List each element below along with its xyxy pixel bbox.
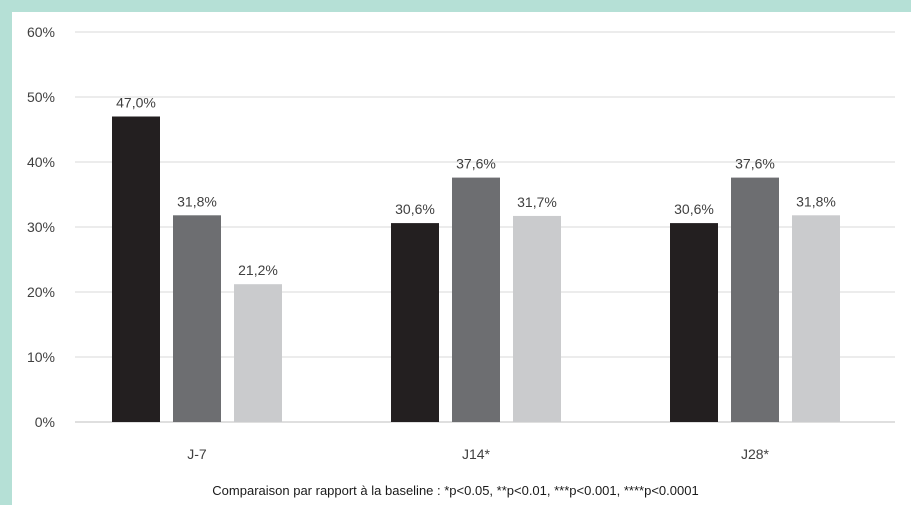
bar-chart: 0% 10% 20% 30% 40% 50% 60% 47,0% 31,8% 21,2% J-7 30… <box>27 24 895 462</box>
y-tick-label: 60% <box>27 24 55 40</box>
y-tick-label: 30% <box>27 219 55 235</box>
bar-value-label: 31,8% <box>796 193 836 209</box>
x-category-label: J14* <box>462 446 491 462</box>
x-category-label: J-7 <box>187 446 207 462</box>
bar-value-label: 37,6% <box>456 156 496 172</box>
bar <box>670 223 718 422</box>
bar <box>173 215 221 422</box>
x-category-label: J28* <box>741 446 770 462</box>
bar <box>731 177 779 422</box>
y-tick-label: 50% <box>27 89 55 105</box>
bar-value-label: 31,7% <box>517 194 557 210</box>
significance-footnote: Comparaison par rapport à la baseline : … <box>212 483 699 498</box>
bar <box>513 215 561 422</box>
bar-value-label: 30,6% <box>395 201 435 217</box>
bar <box>391 223 439 422</box>
bar-value-label: 21,2% <box>238 262 278 278</box>
bar-value-label: 31,8% <box>177 193 217 209</box>
bar-value-label: 47,0% <box>116 95 156 111</box>
bar-value-label: 37,6% <box>735 156 775 172</box>
bar <box>112 116 160 422</box>
bar <box>792 215 840 422</box>
bar <box>234 284 282 422</box>
y-tick-label: 40% <box>27 154 55 170</box>
bar-value-label: 30,6% <box>674 201 714 217</box>
bar <box>452 177 500 422</box>
y-tick-label: 10% <box>27 349 55 365</box>
y-tick-label: 20% <box>27 284 55 300</box>
y-tick-label: 0% <box>35 414 55 430</box>
